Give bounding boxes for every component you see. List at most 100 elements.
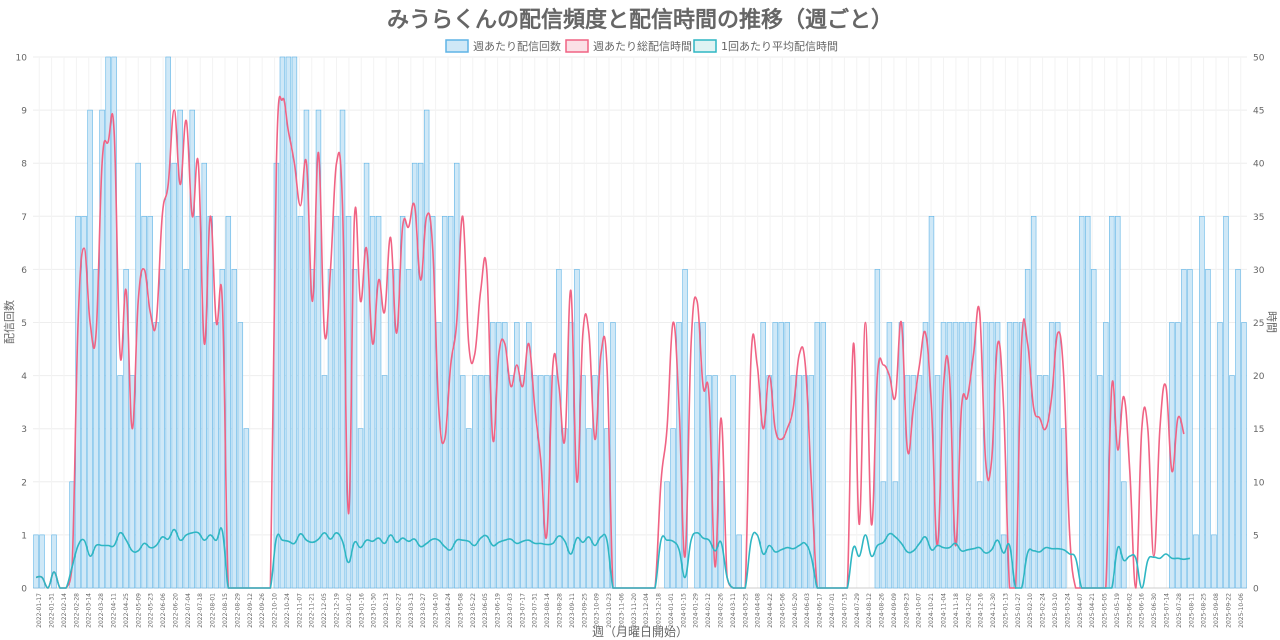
x-tick-label: 2024-09-23	[903, 593, 910, 628]
bar-week-181	[1121, 481, 1127, 589]
bar-week-128	[802, 375, 808, 589]
x-tick-label: 2022-11-21	[309, 593, 316, 628]
x-tick-label: 2023-01-16	[358, 593, 365, 628]
x-tick-label: 2025-08-25	[1201, 593, 1208, 628]
x-tick-label: 2023-02-27	[395, 593, 402, 628]
bar-week-165	[1024, 269, 1031, 589]
bar-week-46	[309, 269, 316, 589]
right-tick-label: 30	[1253, 266, 1265, 276]
x-tick-label: 2024-04-08	[755, 593, 762, 628]
bar-week-81	[520, 375, 526, 589]
x-tick-label: 2024-05-06	[780, 593, 787, 628]
right-tick-label: 20	[1253, 372, 1265, 382]
left-tick-label: 9	[21, 107, 27, 117]
x-tick-label: 2025-10-06	[1238, 593, 1245, 628]
bar-week-47	[315, 109, 322, 589]
bar-week-88	[562, 428, 568, 589]
x-tick-label: 2024-10-07	[916, 593, 923, 628]
bar-week-94	[598, 322, 604, 589]
bar-week-44	[297, 216, 304, 589]
left-tick-label: 2	[21, 478, 27, 488]
bar-week-110	[694, 322, 700, 589]
x-tick-label: 2023-07-31	[532, 593, 539, 628]
x-tick-label: 2023-12-18	[656, 593, 663, 628]
bar-week-124	[778, 322, 784, 589]
bar-week-22	[165, 56, 171, 589]
legend[interactable]: 週あたり配信回数 週あたり総配信時間 1回あたり平均配信時間	[445, 39, 838, 53]
x-tick-label: 2022-10-24	[284, 593, 291, 628]
bar-week-27	[195, 216, 201, 589]
x-tick-label: 2025-02-10	[1027, 593, 1034, 628]
bar-week-80	[514, 322, 520, 589]
bar-week-155	[964, 322, 971, 589]
x-tick-label: 2022-07-04	[185, 593, 192, 628]
bar-week-170	[1054, 322, 1061, 589]
legend-label-count: 週あたり配信回数	[473, 40, 561, 53]
x-tick-label: 2025-08-11	[1188, 593, 1195, 628]
right-tick-label: 50	[1253, 54, 1265, 64]
bar-week-82	[526, 322, 532, 589]
x-tick-label: 2025-07-28	[1176, 593, 1183, 628]
x-tick-label: 2025-02-24	[1040, 593, 1047, 628]
right-tick-label: 40	[1253, 160, 1265, 170]
x-tick-label: 2023-09-11	[569, 593, 576, 628]
x-tick-label: 2024-07-01	[829, 593, 836, 628]
left-tick-label: 4	[21, 372, 27, 382]
x-tick-label: 2022-05-09	[135, 593, 142, 628]
bar-week-146	[910, 375, 917, 589]
x-tick-label: 2023-09-25	[581, 593, 588, 628]
bar-week-61	[399, 216, 406, 589]
x-tick-label: 2022-08-01	[210, 593, 217, 628]
bar-week-17	[135, 162, 141, 589]
bar-week-33	[231, 269, 238, 589]
bar-week-123	[772, 322, 778, 589]
x-tick-label: 2024-11-04	[941, 593, 948, 628]
x-tick-label: 2023-10-09	[594, 593, 601, 628]
x-tick-label: 2022-01-31	[49, 593, 56, 628]
bar-week-30	[213, 322, 220, 589]
left-tick-label: 10	[16, 54, 28, 64]
bar-week-91	[580, 375, 586, 589]
x-tick-label: 2023-10-23	[606, 593, 613, 628]
bar-week-6	[69, 481, 75, 589]
bar-week-87	[556, 269, 562, 589]
legend-item-total[interactable]: 週あたり総配信時間	[565, 39, 692, 53]
legend-swatch-count	[445, 39, 469, 53]
x-axis: 2022-01-17 2022-01-31 2022-02-14 2022-02-28…	[36, 593, 1245, 628]
x-tick-label: 2023-07-17	[519, 593, 526, 628]
x-tick-label: 2022-09-26	[259, 593, 266, 628]
x-tick-label: 2023-06-19	[495, 593, 502, 628]
bar-week-64	[417, 162, 424, 589]
x-tick-label: 2023-12-04	[643, 593, 650, 628]
line-series	[35, 95, 1191, 589]
x-tick-label: 2023-01-02	[346, 593, 353, 628]
x-tick-label: 2022-12-05	[321, 593, 328, 628]
legend-item-average[interactable]: 1回あたり平均配信時間	[693, 39, 838, 53]
bar-week-20	[153, 322, 159, 589]
bar-week-195	[1205, 269, 1211, 589]
right-tick-label: 0	[1253, 585, 1259, 595]
bar-week-48	[321, 375, 328, 589]
x-tick-label: 2025-05-19	[1114, 593, 1121, 628]
bar-week-108	[682, 269, 688, 589]
bar-week-131	[820, 322, 827, 589]
x-tick-label: 2023-05-22	[470, 593, 477, 628]
x-tick-label: 2024-06-03	[804, 593, 811, 628]
bar-week-196	[1211, 534, 1217, 589]
bar-week-21	[159, 269, 165, 589]
bar-week-59	[387, 269, 394, 589]
bar-week-68	[441, 216, 448, 589]
legend-label-average: 1回あたり平均配信時間	[721, 40, 838, 53]
bar-week-93	[592, 375, 598, 589]
bar-week-141	[880, 481, 887, 589]
x-tick-label: 2025-09-22	[1225, 593, 1232, 628]
x-tick-label: 2024-02-12	[705, 593, 712, 628]
bar-week-168	[1042, 375, 1049, 589]
legend-item-count[interactable]: 週あたり配信回数	[445, 39, 561, 53]
left-tick-label: 1	[21, 531, 27, 541]
x-tick-label: 2022-03-14	[86, 593, 93, 628]
bar-week-49	[327, 269, 334, 589]
legend-swatch-total	[565, 39, 589, 53]
bar-week-89	[568, 322, 574, 589]
right-tick-label: 15	[1253, 425, 1264, 435]
